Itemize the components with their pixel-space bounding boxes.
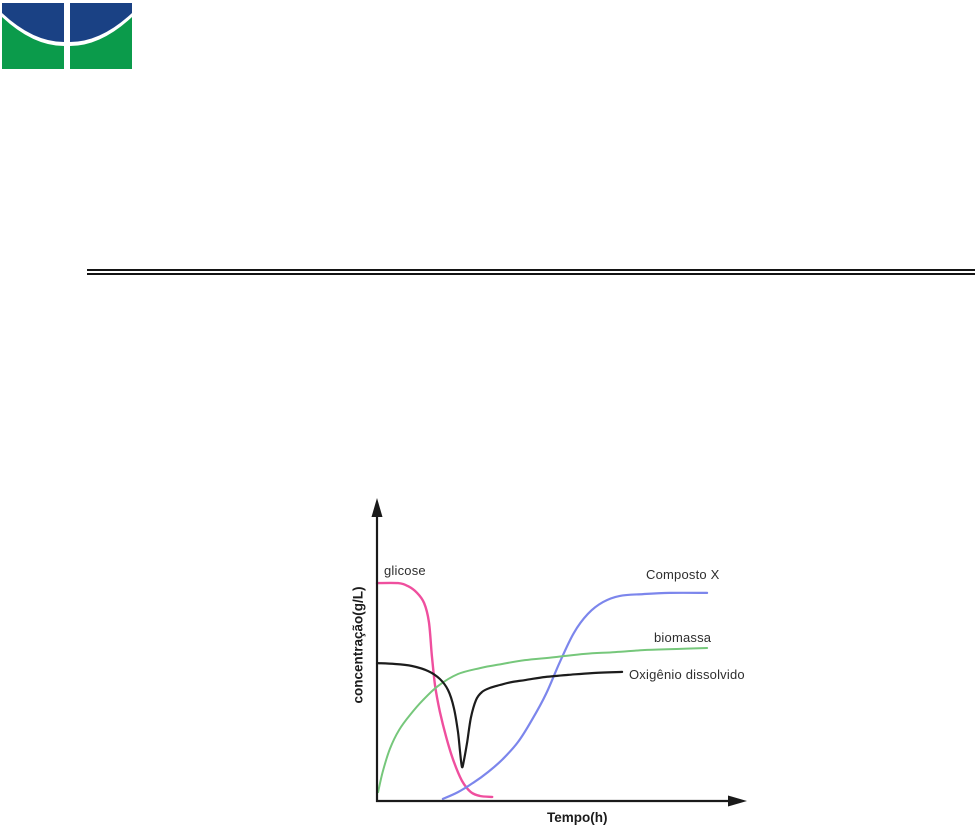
logo-left-square bbox=[2, 3, 64, 69]
curve-biomassa bbox=[377, 647, 709, 794]
label-glicose: glicose bbox=[384, 563, 426, 578]
label-biomassa: biomassa bbox=[654, 630, 712, 645]
label-oxigenio-dissolvido: Oxigênio dissolvido bbox=[629, 667, 745, 682]
axes bbox=[371, 498, 747, 807]
x-axis-arrowhead bbox=[728, 795, 747, 807]
logo-right-square bbox=[70, 3, 132, 69]
horizontal-double-rule bbox=[87, 269, 975, 275]
y-axis-arrowhead bbox=[371, 498, 383, 517]
curve-glicose bbox=[375, 581, 494, 799]
label-composto-x: Composto X bbox=[646, 567, 720, 582]
university-logo-svg bbox=[2, 3, 132, 69]
chart-canvas bbox=[371, 498, 747, 807]
university-logo bbox=[2, 3, 132, 70]
y-axis-title: concentração(g/L) bbox=[350, 586, 366, 704]
curve-oxigenio-dissolvido bbox=[375, 662, 624, 769]
fermentation-kinetics-chart: glicose Composto X biomassa Oxigênio dis… bbox=[340, 490, 770, 831]
curve-composto-x bbox=[441, 591, 709, 800]
x-axis-title: Tempo(h) bbox=[547, 810, 608, 825]
